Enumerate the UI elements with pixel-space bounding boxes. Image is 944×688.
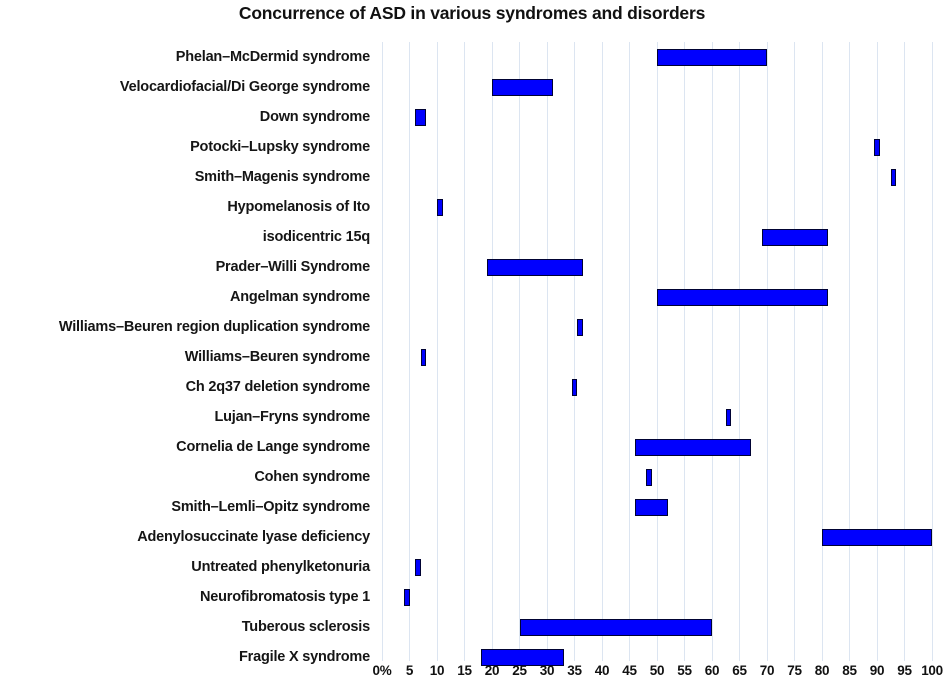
category-label: Prader–Willi Syndrome: [215, 259, 371, 275]
x-tick-label: 15: [457, 663, 472, 678]
range-bar: [486, 258, 583, 276]
x-tick-label: 25: [512, 663, 527, 678]
range-bar: [761, 228, 828, 246]
gridline: [491, 42, 493, 661]
range-bar: [437, 198, 443, 216]
gridline: [849, 42, 850, 661]
gridline: [381, 42, 383, 661]
range-bar: [404, 588, 410, 606]
gridline: [409, 42, 410, 661]
x-tick-label: 45: [622, 663, 637, 678]
range-bar: [420, 348, 426, 366]
category-label: Adenylosuccinate lyase deficiency: [137, 529, 370, 545]
range-bar: [635, 498, 668, 516]
category-label: Williams–Beuren syndrome: [184, 349, 370, 365]
category-label: Cohen syndrome: [254, 469, 370, 485]
range-bar: [657, 48, 767, 66]
gridline: [711, 42, 713, 661]
x-tick-label: 5: [405, 663, 414, 678]
category-label: Smith–Magenis syndrome: [194, 169, 370, 185]
category-label: Lujan–Fryns syndrome: [214, 409, 370, 425]
gridline: [766, 42, 768, 661]
range-bar: [571, 378, 578, 396]
category-label: Angelman syndrome: [229, 289, 370, 305]
x-tick-label: 100: [921, 663, 943, 678]
category-label: Phelan–McDermid syndrome: [175, 49, 370, 65]
category-label: Tuberous sclerosis: [241, 619, 370, 635]
range-bar: [725, 408, 732, 426]
x-tick-label: 40: [594, 663, 610, 678]
gridline: [574, 42, 575, 661]
x-tick-label: 10: [429, 663, 445, 678]
gridline: [519, 42, 520, 661]
gridline: [794, 42, 795, 661]
range-bar: [646, 468, 652, 486]
gridline: [904, 42, 905, 661]
range-bar: [874, 138, 880, 156]
gridline: [821, 42, 823, 661]
x-tick-label: 30: [539, 663, 555, 678]
x-tick-label: 55: [677, 663, 692, 678]
chart-title: Concurrence of ASD in various syndromes …: [238, 3, 706, 23]
category-label: Ch 2q37 deletion syndrome: [185, 379, 371, 395]
gridline: [436, 42, 438, 661]
category-label: Potocki–Lupsky syndrome: [190, 139, 370, 155]
category-label: Williams–Beuren region duplication syndr…: [58, 319, 370, 335]
category-label: Down syndrome: [259, 109, 370, 125]
range-bar: [822, 528, 932, 546]
gridline: [656, 42, 658, 661]
range-bar: [415, 108, 426, 126]
category-label: Hypomelanosis of Ito: [227, 199, 370, 215]
gridline: [546, 42, 548, 661]
range-bar: [657, 288, 828, 306]
x-tick-label: 75: [787, 663, 802, 678]
x-tick-label: 95: [897, 663, 912, 678]
x-tick-label: 80: [814, 663, 830, 678]
range-bar: [481, 648, 564, 666]
range-bar: [492, 78, 553, 96]
x-tick-label: 35: [567, 663, 582, 678]
gridline: [464, 42, 465, 661]
gridline: [931, 42, 933, 661]
x-tick-label: 20: [484, 663, 500, 678]
category-label: Cornelia de Lange syndrome: [176, 439, 370, 455]
range-bar: [635, 438, 751, 456]
gridline: [739, 42, 740, 661]
range-bar: [415, 558, 421, 576]
x-tick-label: 70: [759, 663, 775, 678]
category-label: Smith–Lemli–Opitz syndrome: [171, 499, 370, 515]
x-tick-label: 60: [704, 663, 720, 678]
x-tick-label: 85: [842, 663, 857, 678]
x-tick-label: 90: [869, 663, 885, 678]
range-bar: [890, 168, 897, 186]
range-bar: [519, 618, 712, 636]
x-tick-label: 65: [732, 663, 747, 678]
gridline: [601, 42, 603, 661]
gridline: [684, 42, 685, 661]
category-label: Untreated phenylketonuria: [191, 559, 370, 575]
category-label: Velocardiofacial/Di George syndrome: [119, 79, 370, 95]
range-bar: [577, 318, 583, 336]
category-label: isodicentric 15q: [262, 229, 370, 245]
x-tick-label: 50: [649, 663, 665, 678]
gridline: [629, 42, 630, 661]
category-label: Neurofibromatosis type 1: [199, 589, 370, 605]
gridline: [876, 42, 878, 661]
category-label: Fragile X syndrome: [239, 649, 370, 665]
x-tick-label: 0%: [372, 663, 392, 678]
